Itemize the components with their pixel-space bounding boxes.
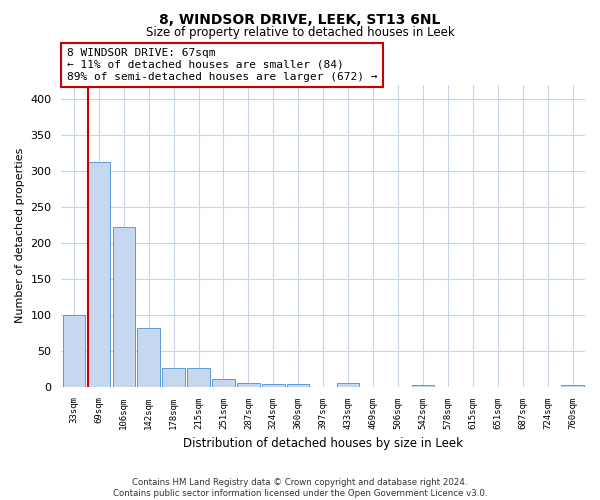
Text: Size of property relative to detached houses in Leek: Size of property relative to detached ho… — [146, 26, 454, 39]
Y-axis label: Number of detached properties: Number of detached properties — [15, 148, 25, 324]
Text: Contains HM Land Registry data © Crown copyright and database right 2024.
Contai: Contains HM Land Registry data © Crown c… — [113, 478, 487, 498]
Bar — [287, 384, 310, 386]
Bar — [113, 227, 135, 386]
Bar — [137, 328, 160, 386]
Bar — [88, 162, 110, 386]
Bar — [562, 384, 584, 386]
Bar — [237, 383, 260, 386]
Bar — [163, 368, 185, 386]
Bar — [262, 384, 284, 386]
Bar — [187, 368, 210, 386]
Bar — [412, 384, 434, 386]
X-axis label: Distribution of detached houses by size in Leek: Distribution of detached houses by size … — [183, 437, 463, 450]
Text: 8, WINDSOR DRIVE, LEEK, ST13 6NL: 8, WINDSOR DRIVE, LEEK, ST13 6NL — [160, 12, 440, 26]
Bar — [62, 316, 85, 386]
Text: 8 WINDSOR DRIVE: 67sqm
← 11% of detached houses are smaller (84)
89% of semi-det: 8 WINDSOR DRIVE: 67sqm ← 11% of detached… — [67, 48, 377, 82]
Bar — [212, 379, 235, 386]
Bar — [337, 383, 359, 386]
